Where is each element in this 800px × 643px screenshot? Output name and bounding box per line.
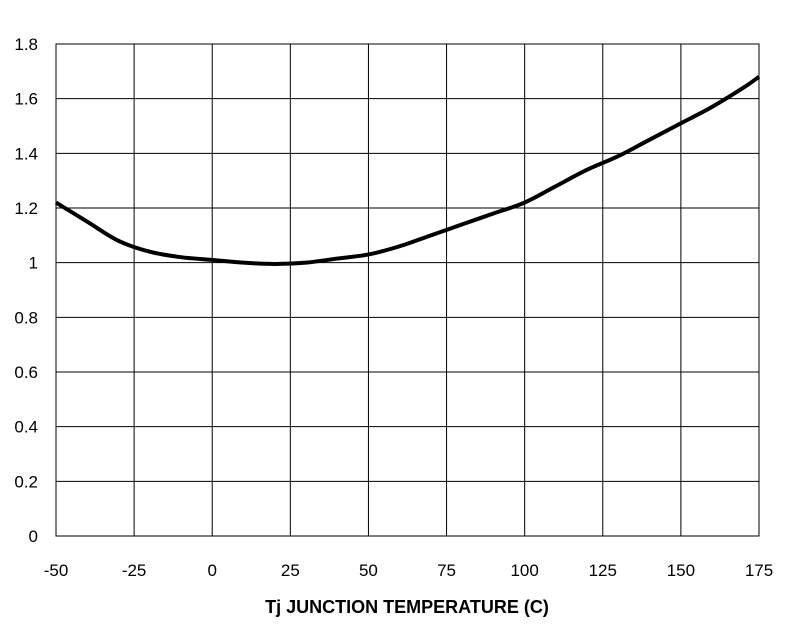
y-tick-label: 1.4 bbox=[14, 144, 38, 163]
x-axis-tick-labels: -50 -25 0 25 50 75 100 125 150 175 bbox=[44, 561, 773, 580]
x-tick-label: -50 bbox=[44, 561, 69, 580]
y-tick-label: 1.2 bbox=[14, 199, 38, 218]
y-tick-label: 1.6 bbox=[14, 90, 38, 109]
x-tick-label: 25 bbox=[281, 561, 300, 580]
series-layer bbox=[54, 75, 761, 267]
y-axis-tick-labels: 0 0.2 0.4 0.6 0.8 1 1.2 1.4 1.6 1.8 bbox=[14, 35, 38, 546]
y-tick-label: 0.6 bbox=[14, 363, 38, 382]
x-axis-title: Tj JUNCTION TEMPERATURE (C) bbox=[265, 597, 549, 617]
y-tick-label: 0.4 bbox=[14, 418, 38, 437]
x-tick-label: 75 bbox=[437, 561, 456, 580]
x-tick-label: 100 bbox=[510, 561, 538, 580]
y-tick-label: 1.8 bbox=[14, 35, 38, 54]
x-tick-label: 125 bbox=[589, 561, 617, 580]
y-tick-label: 0 bbox=[29, 527, 38, 546]
x-tick-label: 175 bbox=[745, 561, 773, 580]
x-tick-label: 50 bbox=[359, 561, 378, 580]
y-tick-label: 0.8 bbox=[14, 308, 38, 327]
plot-area-frame bbox=[55, 43, 760, 537]
y-tick-label: 0.2 bbox=[14, 472, 38, 491]
x-tick-label: -25 bbox=[122, 561, 147, 580]
y-tick-label: 1 bbox=[29, 254, 38, 273]
series-line-0 bbox=[54, 75, 761, 267]
x-tick-label: 150 bbox=[667, 561, 695, 580]
x-tick-label: 0 bbox=[207, 561, 216, 580]
